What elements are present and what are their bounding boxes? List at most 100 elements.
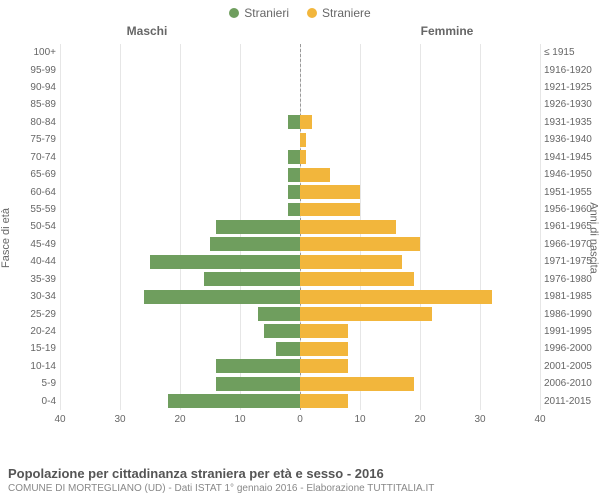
bar-row: 30-341981-1985 — [60, 288, 540, 305]
birth-year-label: 1916-1920 — [544, 65, 596, 76]
age-label: 80-84 — [14, 117, 56, 128]
plot-area: 100+≤ 191595-991916-192090-941921-192585… — [60, 44, 540, 410]
birth-year-label: 1971-1975 — [544, 256, 596, 267]
half-right — [300, 305, 540, 322]
half-left — [60, 375, 300, 392]
half-left — [60, 392, 300, 409]
x-tick: 40 — [54, 414, 65, 425]
bar-male — [264, 324, 300, 338]
half-left — [60, 61, 300, 78]
bar-male — [288, 115, 300, 129]
bar-male — [168, 394, 300, 408]
age-label: 85-89 — [14, 99, 56, 110]
x-axis: 01010202030304040 — [60, 414, 540, 428]
legend-label-female: Straniere — [322, 6, 371, 20]
bar-male — [288, 168, 300, 182]
half-left — [60, 114, 300, 131]
legend-marker-male — [229, 8, 239, 18]
bar-female — [300, 272, 414, 286]
birth-year-label: 1996-2000 — [544, 343, 596, 354]
age-label: 0-4 — [14, 396, 56, 407]
chart: Fasce di età Anni di nascita 100+≤ 19159… — [0, 38, 600, 438]
half-left — [60, 149, 300, 166]
half-left — [60, 305, 300, 322]
bar-female — [300, 394, 348, 408]
bar-female — [300, 133, 306, 147]
age-label: 100+ — [14, 47, 56, 58]
bar-row: 65-691946-1950 — [60, 166, 540, 183]
age-label: 95-99 — [14, 65, 56, 76]
birth-year-label: 1961-1965 — [544, 221, 596, 232]
bar-row: 5-92006-2010 — [60, 375, 540, 392]
bar-row: 35-391976-1980 — [60, 270, 540, 287]
half-left — [60, 201, 300, 218]
bar-female — [300, 203, 360, 217]
bar-female — [300, 255, 402, 269]
bar-male — [210, 237, 300, 251]
half-right — [300, 149, 540, 166]
bar-male — [288, 203, 300, 217]
half-right — [300, 253, 540, 270]
half-right — [300, 358, 540, 375]
half-right — [300, 114, 540, 131]
age-label: 10-14 — [14, 361, 56, 372]
bar-male — [258, 307, 300, 321]
bar-female — [300, 307, 432, 321]
half-left — [60, 270, 300, 287]
half-left — [60, 323, 300, 340]
birth-year-label: ≤ 1915 — [544, 47, 596, 58]
legend-item-female: Straniere — [307, 6, 371, 20]
bar-row: 45-491966-1970 — [60, 236, 540, 253]
bar-row: 0-42011-2015 — [60, 392, 540, 409]
bar-row: 60-641951-1955 — [60, 183, 540, 200]
birth-year-label: 1946-1950 — [544, 169, 596, 180]
bar-male — [288, 150, 300, 164]
bar-row: 90-941921-1925 — [60, 79, 540, 96]
birth-year-label: 1976-1980 — [544, 274, 596, 285]
age-label: 60-64 — [14, 187, 56, 198]
legend: Stranieri Straniere — [0, 0, 600, 20]
yaxis-label-left: Fasce di età — [0, 208, 12, 268]
bar-female — [300, 220, 396, 234]
bar-row: 50-541961-1965 — [60, 218, 540, 235]
half-left — [60, 236, 300, 253]
birth-year-label: 1926-1930 — [544, 99, 596, 110]
bar-row: 75-791936-1940 — [60, 131, 540, 148]
half-left — [60, 131, 300, 148]
bar-female — [300, 168, 330, 182]
rows: 100+≤ 191595-991916-192090-941921-192585… — [60, 44, 540, 410]
bar-female — [300, 324, 348, 338]
x-tick: 10 — [234, 414, 245, 425]
bar-row: 40-441971-1975 — [60, 253, 540, 270]
half-right — [300, 44, 540, 61]
legend-label-male: Stranieri — [244, 6, 289, 20]
half-left — [60, 96, 300, 113]
birth-year-label: 1986-1990 — [544, 309, 596, 320]
age-label: 45-49 — [14, 239, 56, 250]
bar-row: 55-591956-1960 — [60, 201, 540, 218]
bar-row: 80-841931-1935 — [60, 114, 540, 131]
birth-year-label: 2006-2010 — [544, 378, 596, 389]
age-label: 70-74 — [14, 152, 56, 163]
half-left — [60, 44, 300, 61]
footer-subtitle: COMUNE DI MORTEGLIANO (UD) - Dati ISTAT … — [8, 483, 592, 494]
bar-male — [216, 220, 300, 234]
age-label: 65-69 — [14, 169, 56, 180]
bar-row: 85-891926-1930 — [60, 96, 540, 113]
x-tick: 30 — [474, 414, 485, 425]
panel-title-right: Femmine — [421, 24, 474, 38]
footer: Popolazione per cittadinanza straniera p… — [8, 466, 592, 494]
bar-row: 95-991916-1920 — [60, 61, 540, 78]
half-right — [300, 270, 540, 287]
half-right — [300, 201, 540, 218]
bar-female — [300, 342, 348, 356]
half-left — [60, 79, 300, 96]
age-label: 35-39 — [14, 274, 56, 285]
birth-year-label: 1991-1995 — [544, 326, 596, 337]
x-tick: 10 — [354, 414, 365, 425]
bar-female — [300, 359, 348, 373]
bar-row: 15-191996-2000 — [60, 340, 540, 357]
age-label: 15-19 — [14, 343, 56, 354]
bar-row: 20-241991-1995 — [60, 323, 540, 340]
bar-row: 70-741941-1945 — [60, 149, 540, 166]
